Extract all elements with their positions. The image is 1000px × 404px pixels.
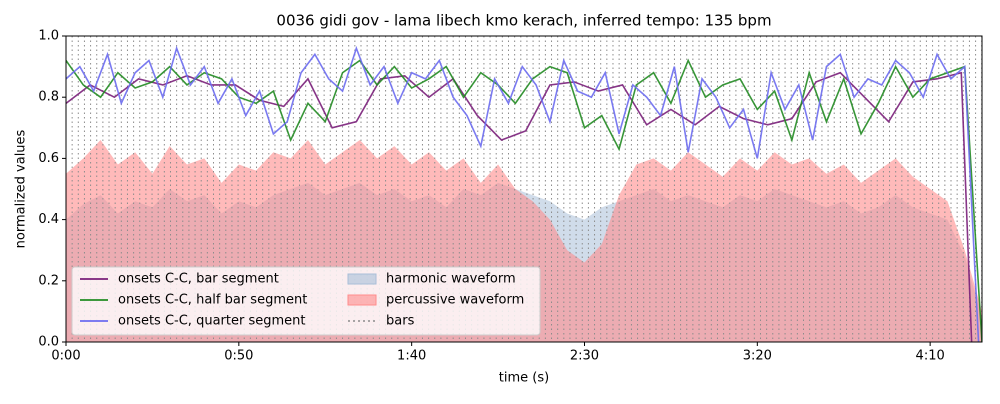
legend-swatch — [347, 294, 377, 306]
x-tick-label: 4:10 — [916, 349, 945, 364]
legend-label: harmonic waveform — [386, 272, 516, 287]
x-tick-label: 0:50 — [224, 349, 253, 364]
y-tick-label: 0.2 — [38, 273, 59, 288]
onset-line — [66, 58, 982, 342]
onset-line — [66, 71, 973, 342]
legend-label: percussive waveform — [386, 293, 524, 308]
y-tick-label: 0.0 — [38, 335, 59, 350]
legend: onsets C-C, bar segment onsets C-C, half … — [71, 266, 541, 336]
legend-box — [71, 266, 541, 336]
x-tick-label: 1:40 — [397, 349, 426, 364]
y-axis-label: normalized values — [14, 129, 29, 248]
onset-line — [66, 45, 980, 342]
legend-label: onsets C-C, quarter segment — [118, 314, 305, 329]
plot-frame — [65, 35, 983, 343]
x-tick-label: 3:20 — [743, 349, 772, 364]
y-tick-label: 0.6 — [38, 151, 59, 166]
y-tick-label: 1.0 — [38, 29, 59, 44]
legend-label: onsets C-C, bar segment — [118, 272, 279, 287]
x-tick-label: 0:00 — [51, 349, 80, 364]
legend-label: onsets C-C, half bar segment — [118, 293, 307, 308]
chart-title: 0036 gidi gov - lama libech kmo kerach, … — [276, 12, 771, 30]
y-tick-label: 0.8 — [38, 90, 59, 105]
legend-label: bars — [386, 314, 415, 329]
legend-swatch — [347, 273, 377, 285]
x-tick-label: 2:30 — [570, 349, 599, 364]
y-tick-label: 0.4 — [38, 212, 59, 227]
x-axis-label: time (s) — [499, 371, 549, 386]
